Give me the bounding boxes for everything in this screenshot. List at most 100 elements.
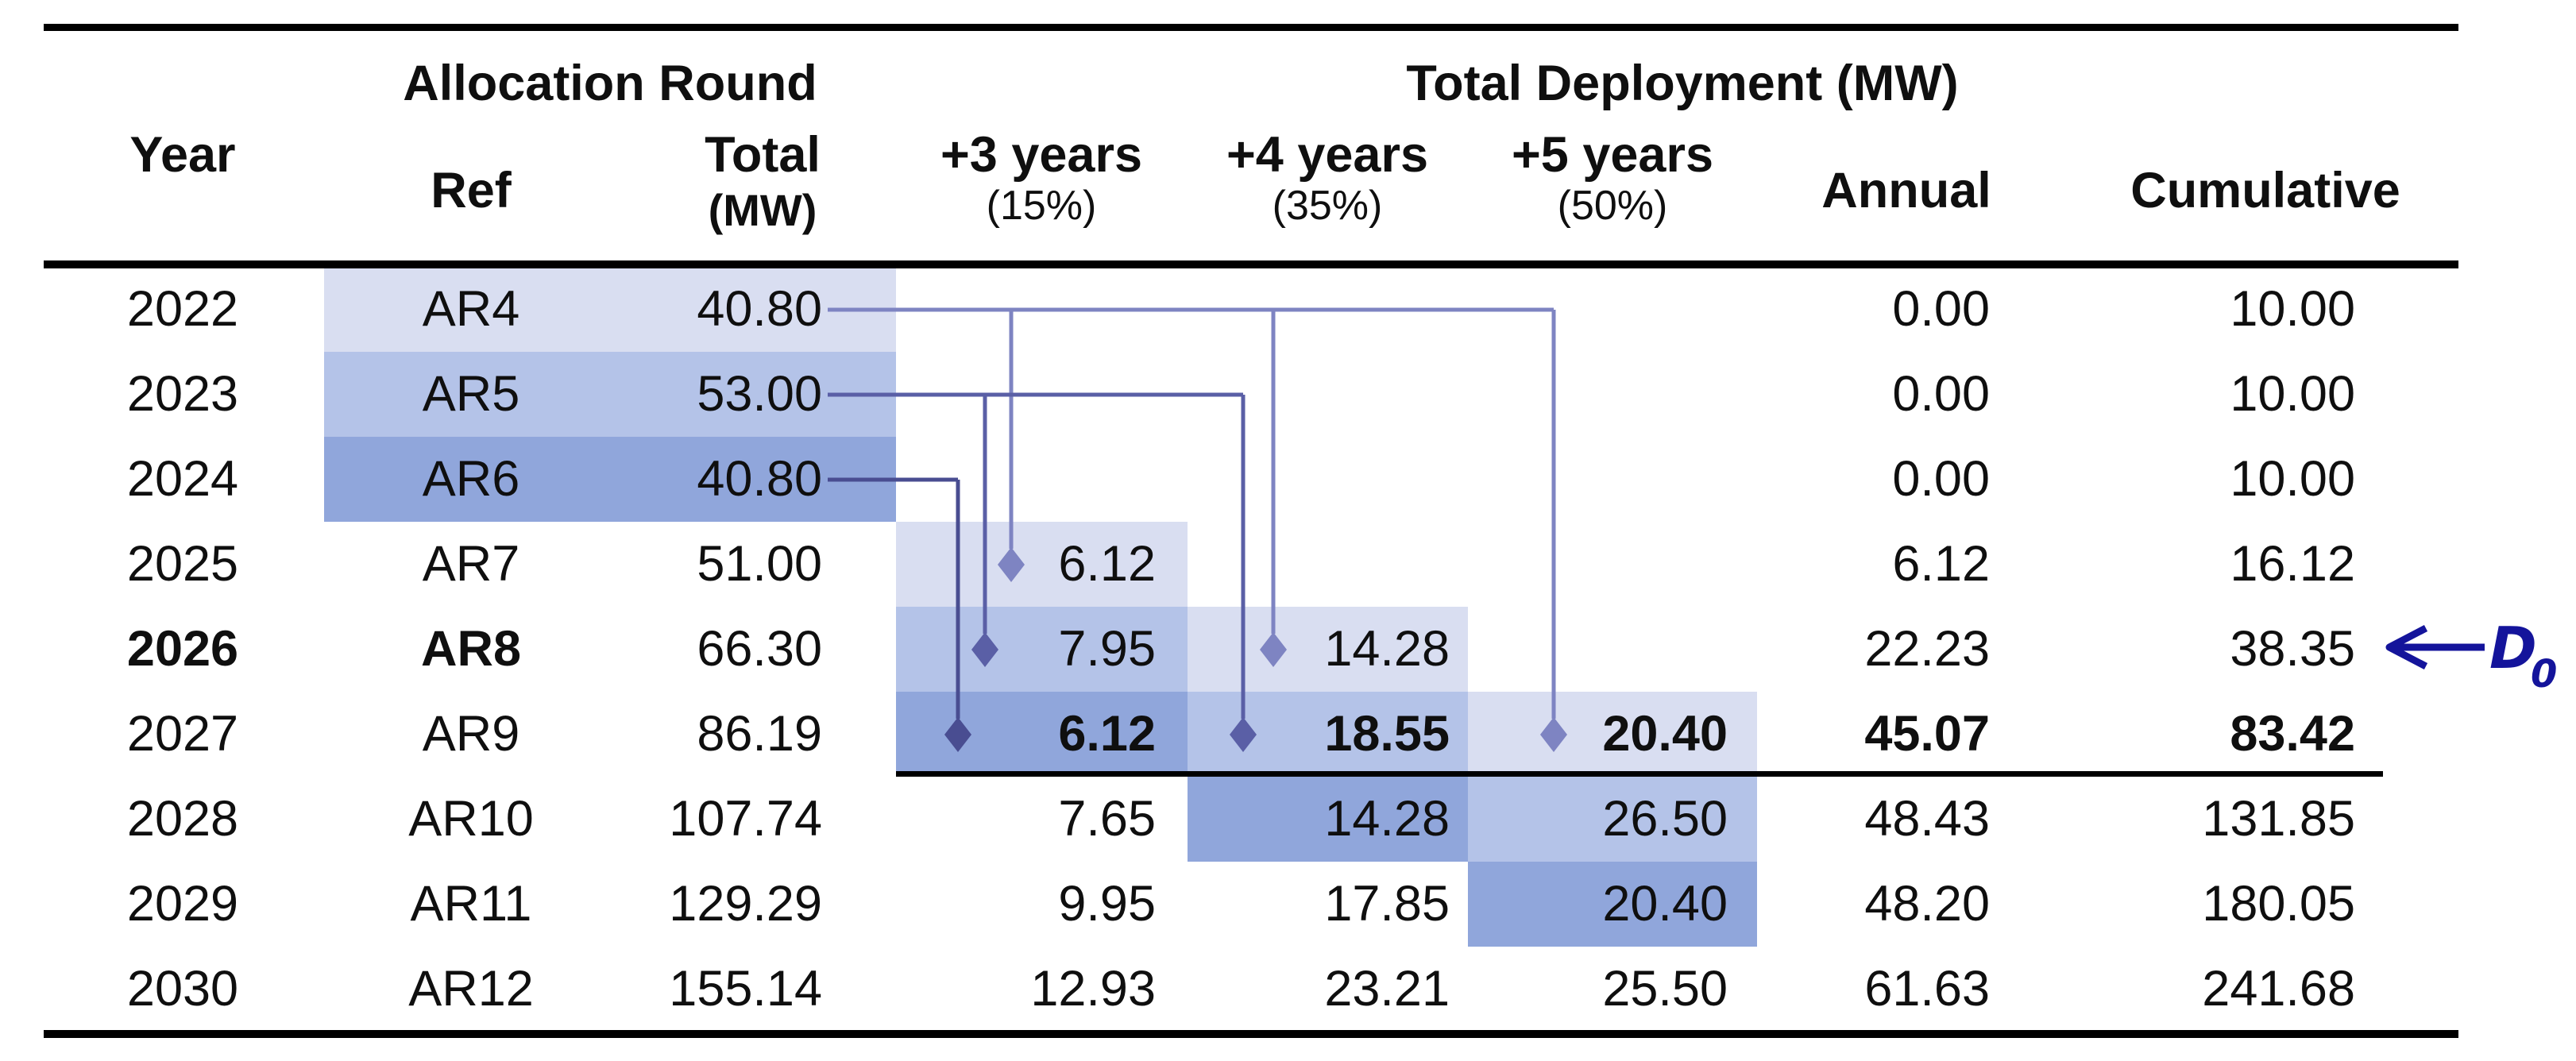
plus5-header-line2: (50%)	[1557, 183, 1668, 229]
diamond-2027-plus5	[1540, 717, 1567, 752]
cumulative-column-header: Cumulative	[2130, 163, 2400, 218]
cumulative-cell: 131.85	[2202, 791, 2355, 847]
plus5-years-cell: 26.50	[1602, 791, 1728, 847]
total-mw-cell: 40.80	[697, 451, 822, 507]
total-mw-cell: 155.14	[669, 961, 822, 1017]
annual-cell: 48.20	[1864, 876, 1990, 932]
ref-cell: AR4	[422, 281, 520, 337]
table-row: 2024 AR6 40.80 0.00 10.00	[0, 437, 2576, 522]
cumulative-cell: 241.68	[2202, 961, 2355, 1017]
ref-cell: AR12	[408, 961, 534, 1017]
shade-plus5-2029	[1468, 862, 1757, 947]
plus4-years-cell	[1207, 437, 1450, 522]
plus3-years-cell	[913, 352, 1156, 437]
diamond-2027-plus3	[944, 717, 971, 752]
plus5-header-line1: +5 years	[1512, 127, 1713, 183]
cumulative-cell: 16.12	[2230, 536, 2355, 592]
plus4-header-line1: +4 years	[1226, 127, 1428, 183]
shade-plus3-2025	[896, 522, 1188, 607]
plus3-years-cell	[913, 437, 1156, 522]
shade-reftotal-2023	[324, 352, 896, 437]
annual-cell: 0.00	[1892, 366, 1990, 422]
plus4-years-cell	[1207, 522, 1450, 607]
ref-cell: AR7	[422, 536, 520, 592]
plus5-years-cell	[1485, 607, 1728, 692]
plus4-years-cell: 18.55	[1324, 706, 1450, 762]
shade-reftotal-2024	[324, 437, 896, 522]
ref-cell: AR6	[422, 451, 520, 507]
total-mw-cell: 40.80	[697, 281, 822, 337]
plus5-years-cell: 20.40	[1602, 706, 1728, 762]
ref-cell: AR10	[408, 791, 534, 847]
total-mw-cell: 66.30	[697, 621, 822, 677]
plus3-header-line1: +3 years	[940, 127, 1142, 183]
shade-plus5-2027	[1468, 692, 1757, 777]
plus3-years-cell: 7.65	[1058, 791, 1156, 847]
annual-cell: 45.07	[1864, 706, 1990, 762]
total-mw-header-line2: (MW)	[708, 185, 817, 235]
diamond-2025-plus3	[998, 547, 1025, 582]
table-row: 2023 AR5 53.00 0.00 10.00	[0, 352, 2576, 437]
total-mw-cell: 53.00	[697, 366, 822, 422]
table-row: 2030 AR12 155.14 12.93 23.21 25.50 61.63…	[0, 947, 2576, 1032]
table-row: 2025 AR7 51.00 6.12 6.12 16.12	[0, 522, 2576, 607]
annual-column-header: Annual	[1821, 163, 1991, 218]
total-mw-cell: 107.74	[669, 791, 822, 847]
d0-subscript: 0	[2531, 652, 2557, 696]
ar6-connector-lines	[828, 477, 971, 752]
shade-plus4-2026	[1188, 607, 1468, 692]
year-cell: 2024	[126, 451, 239, 507]
plus4-header-line2: (35%)	[1272, 183, 1383, 229]
plus3-years-cell: 12.93	[1030, 961, 1156, 1017]
ar4-connector-lines	[828, 307, 1567, 752]
cumulative-cell: 83.42	[2230, 706, 2355, 762]
total-mw-cell: 129.29	[669, 876, 822, 932]
plus3-years-cell: 7.95	[1058, 621, 1156, 677]
year-cell: 2029	[126, 876, 239, 932]
line-below-2027-row	[896, 771, 2383, 777]
plus3-header-line2: (15%)	[986, 183, 1097, 229]
annual-cell: 22.23	[1864, 621, 1990, 677]
plus5-years-cell: 20.40	[1602, 876, 1728, 932]
year-cell: 2027	[126, 706, 239, 762]
cumulative-cell: 10.00	[2230, 281, 2355, 337]
plus5-years-cell: 25.50	[1602, 961, 1728, 1017]
diamond-2026-plus4	[1260, 632, 1287, 667]
table-row: 2022 AR4 40.80 0.00 10.00	[0, 267, 2576, 352]
total-mw-cell: 51.00	[697, 536, 822, 592]
cumulative-cell: 180.05	[2202, 876, 2355, 932]
plus5-years-cell	[1485, 267, 1728, 352]
ref-column-header: Ref	[431, 163, 512, 218]
plus4-years-cell: 14.28	[1324, 791, 1450, 847]
plus4-years-column-header: +4 years (35%)	[1208, 127, 1446, 233]
ref-cell: AR5	[422, 366, 520, 422]
d0-label: D	[2489, 615, 2537, 681]
plus3-years-cell	[913, 267, 1156, 352]
ar5-connector-lines	[828, 392, 1257, 752]
plus3-years-cell: 6.12	[1058, 706, 1156, 762]
shade-reftotal-2022	[324, 267, 896, 352]
plus4-years-cell	[1207, 267, 1450, 352]
shade-plus5-2028	[1468, 777, 1757, 862]
shade-plus4-2028	[1188, 777, 1468, 862]
year-column-header: Year	[129, 127, 236, 183]
allocation-round-group-header: Allocation Round	[403, 56, 817, 111]
cumulative-cell: 10.00	[2230, 366, 2355, 422]
annual-cell: 0.00	[1892, 451, 1990, 507]
ref-cell: AR8	[420, 621, 522, 677]
total-deployment-group-header: Total Deployment (MW)	[1406, 56, 1959, 111]
cumulative-cell: 38.35	[2230, 621, 2355, 677]
left-arrow-icon	[2385, 625, 2485, 669]
year-cell: 2025	[126, 536, 239, 592]
table-row: 2027 AR9 86.19 6.12 18.55 20.40 45.07 83…	[0, 692, 2576, 777]
diamond-2027-plus4	[1230, 717, 1257, 752]
shade-plus3-2026	[896, 607, 1188, 692]
d0-annotation: D 0	[2385, 615, 2557, 696]
diamond-2026-plus3	[971, 632, 998, 667]
ref-cell: AR11	[410, 876, 532, 932]
plus3-years-cell: 9.95	[1058, 876, 1156, 932]
table-row: 2029 AR11 129.29 9.95 17.85 20.40 48.20 …	[0, 862, 2576, 947]
year-cell: 2023	[126, 366, 239, 422]
